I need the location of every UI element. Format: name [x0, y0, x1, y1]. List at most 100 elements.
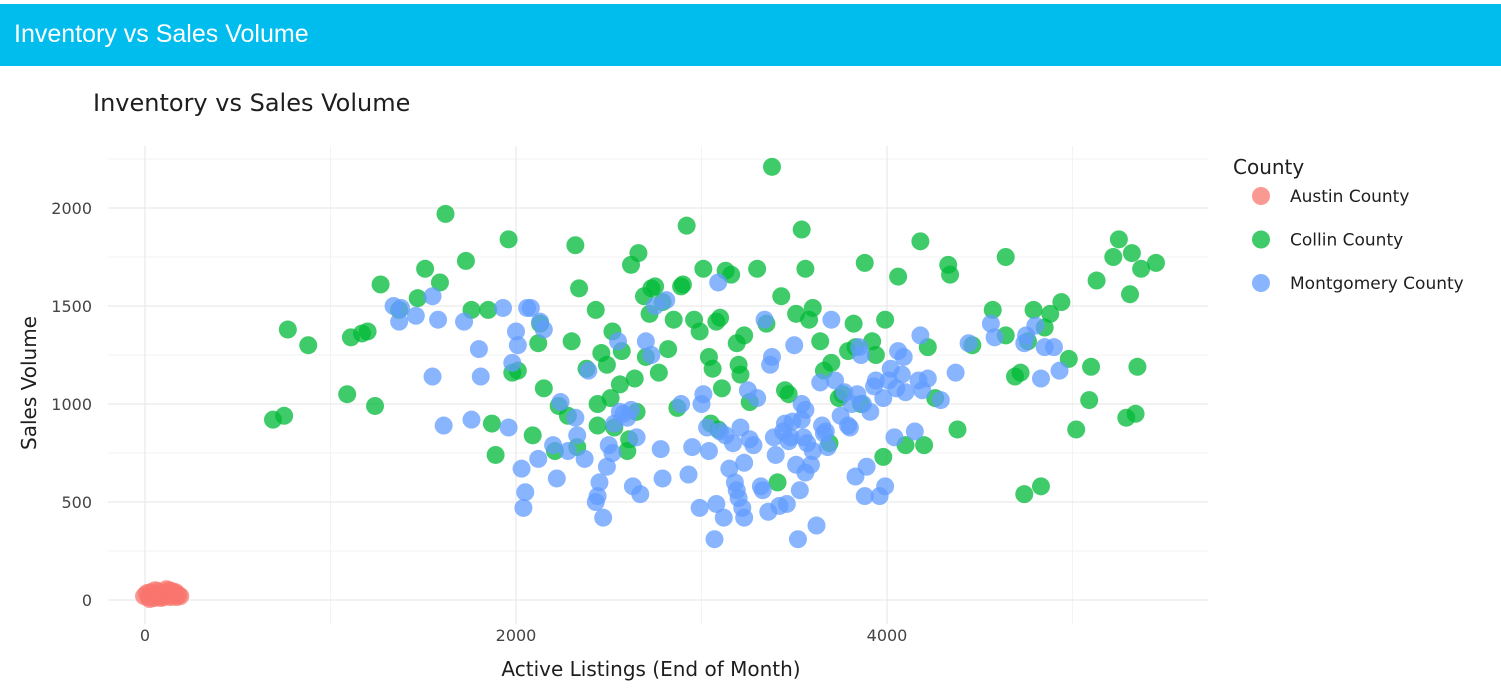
data-point — [755, 310, 774, 329]
data-point — [911, 326, 930, 345]
data-point — [796, 400, 815, 419]
data-point — [1122, 244, 1141, 263]
series-2 — [384, 273, 1069, 549]
legend-label[interactable]: Montgomery County — [1290, 274, 1464, 294]
data-point — [406, 306, 425, 325]
data-point — [653, 469, 672, 488]
data-point — [544, 436, 563, 455]
data-point — [1041, 304, 1060, 323]
data-point — [781, 428, 800, 447]
legend-marker[interactable] — [1252, 187, 1270, 205]
data-point — [699, 442, 718, 461]
data-point — [408, 289, 427, 308]
x-tick-label: 0 — [140, 626, 150, 645]
data-point — [523, 426, 542, 445]
data-point — [753, 481, 772, 500]
data-point — [694, 259, 713, 278]
data-point — [677, 216, 696, 235]
data-point — [430, 273, 449, 292]
data-point — [816, 422, 835, 441]
data-point — [703, 359, 722, 378]
y-axis-label: Sales Volume — [17, 316, 41, 450]
data-point — [1024, 300, 1043, 319]
data-point — [785, 336, 804, 355]
data-point — [876, 477, 895, 496]
data-point — [566, 408, 585, 427]
data-point — [610, 375, 629, 394]
data-point — [822, 353, 841, 372]
data-point — [807, 516, 826, 535]
app-header: Inventory vs Sales Volume — [0, 4, 1501, 66]
data-point — [434, 416, 453, 435]
data-point — [690, 498, 709, 517]
legend-marker[interactable] — [1252, 274, 1270, 292]
grid-lines — [108, 146, 1208, 624]
data-point — [866, 346, 885, 364]
data-point — [657, 291, 676, 310]
data-point — [683, 438, 702, 457]
data-point — [390, 312, 409, 331]
data-point — [482, 414, 501, 433]
axis-ticks: 0 2000 4000 0 500 1000 1500 2000 — [51, 199, 907, 645]
data-point — [716, 426, 735, 445]
data-point — [579, 361, 598, 380]
data-point — [494, 298, 513, 317]
data-point — [672, 277, 691, 296]
data-point — [575, 449, 594, 468]
data-point — [1050, 361, 1069, 380]
data-point — [709, 273, 728, 292]
data-point — [1109, 230, 1128, 249]
legend-marker[interactable] — [1252, 230, 1270, 249]
data-point — [469, 340, 488, 359]
legend-label[interactable]: Collin County — [1290, 231, 1403, 251]
data-point — [516, 483, 535, 502]
data-point — [625, 369, 644, 388]
data-point — [646, 277, 665, 296]
data-point — [1126, 404, 1145, 423]
data-point — [866, 371, 885, 390]
data-point — [562, 332, 581, 351]
data-point — [649, 363, 668, 382]
data-point — [981, 314, 1000, 333]
data-point — [462, 410, 481, 429]
data-point — [597, 355, 616, 374]
legend[interactable]: County Austin County Collin County Montgom… — [1233, 155, 1464, 294]
data-point — [455, 312, 474, 331]
data-point — [1067, 420, 1086, 439]
data-point — [762, 347, 781, 366]
data-point — [840, 418, 859, 437]
data-point — [672, 395, 691, 413]
data-point — [855, 253, 874, 272]
data-point — [1031, 369, 1050, 388]
data-point — [659, 340, 678, 359]
data-point — [508, 336, 527, 355]
data-point — [275, 406, 294, 425]
data-point — [521, 298, 540, 317]
data-point — [144, 584, 163, 603]
data-point — [744, 436, 763, 455]
legend-label[interactable]: Austin County — [1290, 187, 1409, 207]
data-point — [479, 300, 498, 319]
data-point — [885, 428, 904, 447]
data-point — [748, 259, 767, 278]
data-point — [707, 494, 726, 513]
data-point — [1026, 316, 1045, 335]
y-tick-label: 500 — [61, 493, 92, 512]
data-point — [772, 287, 791, 306]
data-point — [429, 310, 448, 329]
data-point — [735, 508, 754, 527]
data-point — [558, 442, 577, 461]
data-point — [631, 485, 650, 504]
data-point — [690, 322, 709, 341]
data-point — [1080, 391, 1099, 410]
data-point — [299, 336, 318, 355]
data-point — [503, 353, 522, 372]
data-point — [896, 383, 915, 402]
data-point — [720, 459, 739, 478]
data-point — [423, 367, 442, 386]
data-point — [894, 347, 913, 366]
data-point — [1082, 357, 1101, 376]
data-point — [594, 508, 613, 527]
data-point — [941, 265, 960, 284]
data-point — [735, 326, 754, 345]
